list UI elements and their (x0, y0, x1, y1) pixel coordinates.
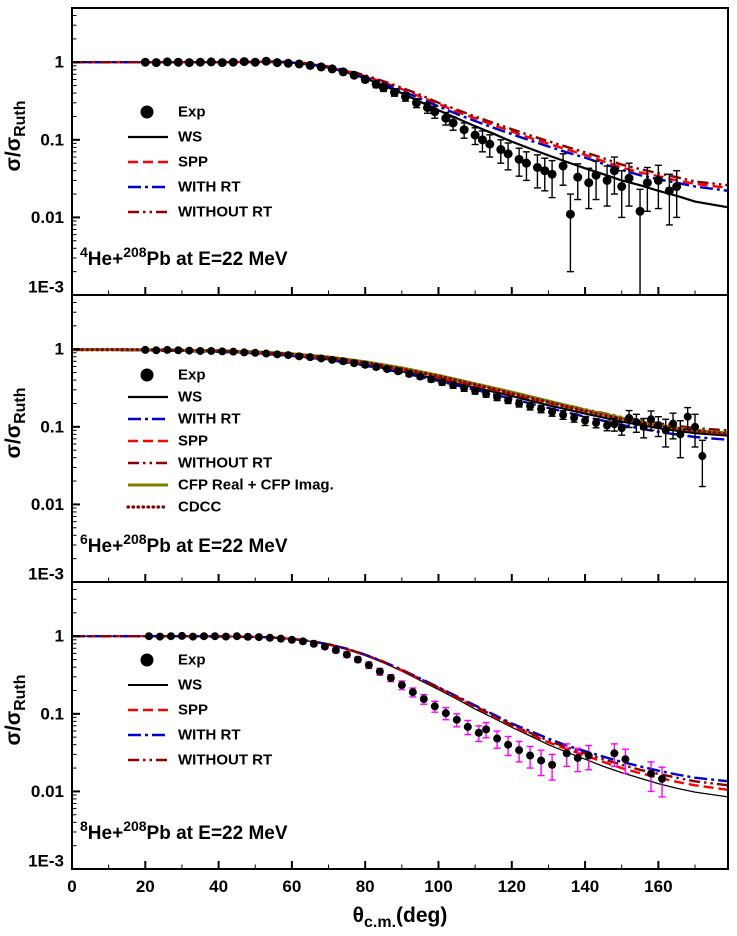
curve-ws (73, 635, 727, 798)
legend-item-ws: WS (128, 677, 202, 694)
legend-item-with_rt: WITH RT (128, 179, 240, 196)
panel-2-exp-points (141, 345, 707, 488)
x-tick-label: 60 (282, 877, 301, 896)
legend-item-without_rt: WITHOUT RT (128, 204, 272, 221)
legend-label-ws: WS (178, 129, 202, 146)
y-tick-label: 0.1 (40, 704, 64, 723)
curve-without_rt (73, 635, 727, 787)
y-tick-label: 1E-3 (28, 565, 64, 584)
x-tick-label: 100 (424, 877, 452, 896)
panel-3-data (73, 631, 727, 798)
panel-1-data (73, 56, 727, 294)
legend-item-ws: WS (128, 389, 202, 406)
legend-item-cfp: CFP Real + CFP Imag. (128, 477, 334, 494)
panel-3-ticks (71, 589, 696, 870)
legend-item-with_rt: WITH RT (128, 411, 240, 428)
legend-label-ws: WS (178, 677, 202, 694)
y-tick-label: 0.01 (31, 208, 64, 227)
x-axis-title: θc.m.(deg) (353, 904, 448, 931)
panel-2-ticks (71, 302, 696, 583)
panel-2-data (73, 345, 727, 488)
legend-label-spp: SPP (178, 154, 208, 171)
y-tick-label: 1 (55, 627, 64, 646)
x-tick-label: 120 (498, 877, 526, 896)
panel-1-title: 4He+208Pb at E=22 MeV (80, 244, 288, 270)
legend-item-ws: WS (128, 129, 202, 146)
x-tick-label: 140 (571, 877, 599, 896)
legend-label-exp: Exp (178, 367, 206, 384)
legend-label-exp: Exp (178, 652, 206, 669)
legend-item-exp: Exp (140, 104, 206, 121)
x-tick-label: 40 (209, 877, 228, 896)
x-tick-label: 0 (67, 877, 76, 896)
x-tick-label: 20 (136, 877, 155, 896)
legend-item-spp: SPP (128, 433, 208, 450)
legend-label-ws: WS (178, 389, 202, 406)
legend-label-with_rt: WITH RT (178, 179, 240, 196)
legend-item-spp: SPP (128, 154, 208, 171)
legend-label-spp: SPP (178, 433, 208, 450)
legend-label-cfp: CFP Real + CFP Imag. (178, 477, 334, 494)
y-axis-title: σ/σRuth (2, 674, 29, 745)
y-tick-label: 0.1 (40, 417, 64, 436)
legend-label-without_rt: WITHOUT RT (178, 455, 272, 472)
y-tick-label: 1E-3 (28, 852, 64, 871)
legend-item-exp: Exp (140, 367, 206, 384)
y-tick-label: 0.1 (40, 130, 64, 149)
exp-marker-icon (140, 105, 154, 119)
curve-with_rt (73, 635, 727, 783)
legend-item-with_rt: WITH RT (128, 727, 240, 744)
y-tick-label: 0.01 (31, 782, 64, 801)
legend-label-exp: Exp (178, 104, 206, 121)
legend-item-exp: Exp (140, 652, 206, 669)
y-axis-title: σ/σRuth (2, 387, 29, 458)
legend-item-cdcc: CDCC (126, 499, 221, 516)
legend-label-spp: SPP (178, 702, 208, 719)
y-tick-label: 1 (55, 53, 64, 72)
x-tick-label: 80 (356, 877, 375, 896)
panel-3-title: 8He+208Pb at E=22 MeV (80, 818, 288, 844)
y-axis-title: σ/σRuth (2, 100, 29, 171)
legend-item-without_rt: WITHOUT RT (128, 455, 272, 472)
panel-3-exp-points (144, 631, 667, 798)
legend-label-cdcc: CDCC (178, 499, 221, 516)
y-tick-label: 0.01 (31, 495, 64, 514)
panel-2-title: 6He+208Pb at E=22 MeV (80, 531, 288, 557)
y-tick-label: 1E-3 (28, 278, 64, 297)
y-tick-label: 1 (55, 340, 64, 359)
legend-label-without_rt: WITHOUT RT (178, 204, 272, 221)
legend-item-without_rt: WITHOUT RT (128, 752, 272, 769)
legend-label-without_rt: WITHOUT RT (178, 752, 272, 769)
panel-1-exp-points (140, 56, 682, 294)
x-tick-label: 160 (644, 877, 672, 896)
exp-marker-icon (140, 368, 154, 382)
exp-marker-icon (140, 653, 154, 667)
legend-label-with_rt: WITH RT (178, 411, 240, 428)
legend-item-spp: SPP (128, 702, 208, 719)
legend-label-with_rt: WITH RT (178, 727, 240, 744)
